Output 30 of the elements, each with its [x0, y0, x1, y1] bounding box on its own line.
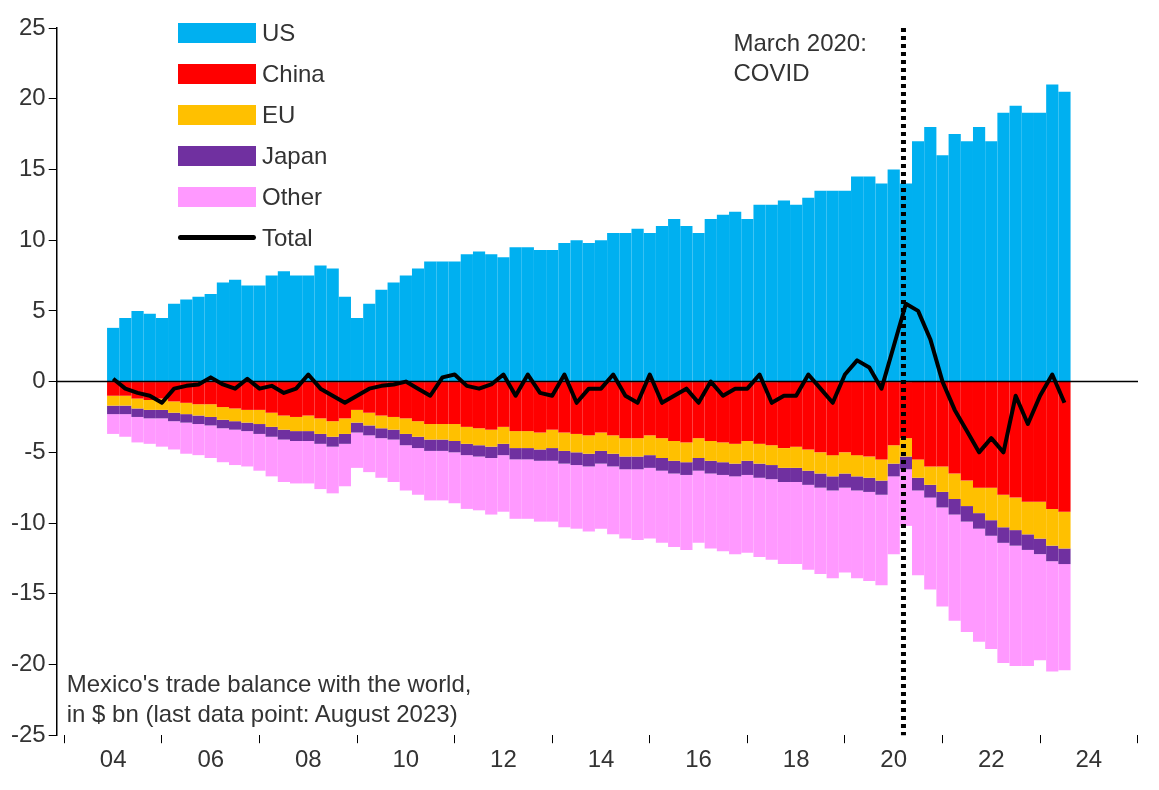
- x-tick-label: 12: [490, 745, 517, 773]
- y-tick-label: 20: [18, 83, 46, 111]
- x-tick-label: 10: [392, 745, 420, 773]
- y-tick-label: 0: [32, 366, 46, 394]
- x-tick-label: 06: [197, 745, 225, 773]
- legend-label: Other: [262, 182, 323, 211]
- x-tick-label: 24: [1075, 745, 1103, 773]
- y-tick-label: 25: [18, 12, 46, 40]
- legend-label: Japan: [262, 141, 328, 170]
- annotation: Mexico's trade balance with the world, in $ bn (last data point: August 2023): [66, 669, 473, 730]
- y-tick-label: 10: [18, 224, 46, 252]
- legend-label: EU: [262, 100, 296, 129]
- ref-line-label: March 2020: COVID: [733, 28, 868, 88]
- y-tick-label: 15: [18, 154, 46, 182]
- y-tick-label: -5: [24, 436, 46, 464]
- x-tick-label: 18: [782, 745, 810, 773]
- y-tick-label: -15: [11, 578, 46, 606]
- y-tick-label: 5: [32, 295, 46, 323]
- x-tick-label: 16: [685, 745, 712, 773]
- x-tick-label: 08: [294, 745, 322, 773]
- x-tick-label: 14: [587, 745, 615, 773]
- x-tick-label: 20: [880, 745, 908, 773]
- y-tick-label: -20: [11, 649, 46, 677]
- x-tick-label: 04: [99, 745, 127, 773]
- y-tick-label: -10: [11, 507, 46, 535]
- legend-label: Total: [262, 223, 313, 252]
- legend-label: US: [262, 18, 296, 47]
- legend-label: China: [262, 59, 325, 88]
- y-tick-label: -25: [11, 719, 46, 747]
- x-tick-label: 22: [977, 745, 1005, 773]
